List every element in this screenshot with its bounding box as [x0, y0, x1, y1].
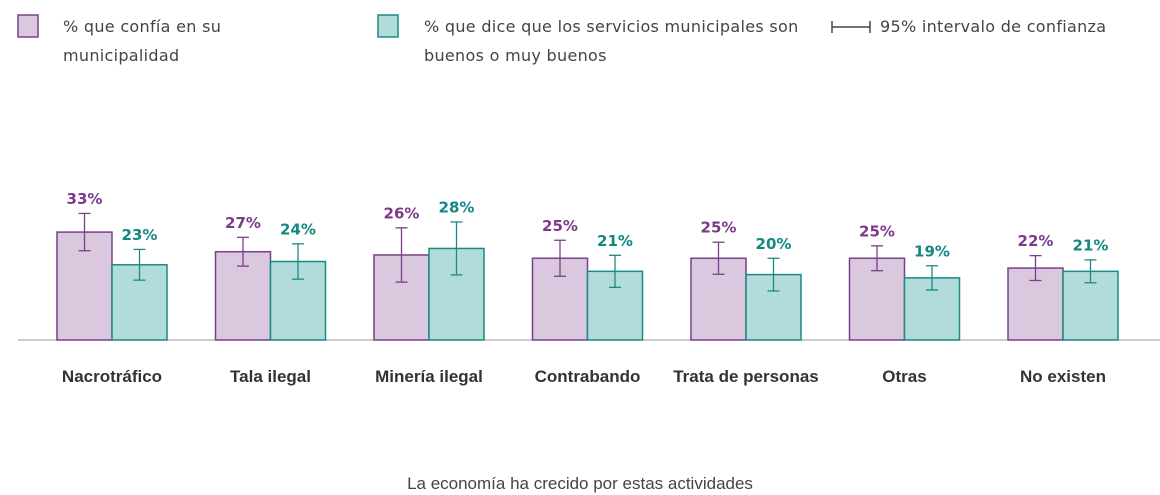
x-axis-label: La economía ha crecido por estas activid…: [407, 474, 753, 493]
legend-swatch: [377, 14, 399, 38]
data-label: 33%: [67, 190, 103, 208]
legend-swatch: [17, 14, 39, 38]
x-tick-label: Tala ilegal: [230, 367, 311, 386]
data-label: 28%: [439, 198, 475, 216]
data-label: 27%: [225, 214, 261, 232]
data-label: 25%: [542, 217, 578, 235]
data-label: 22%: [1018, 232, 1054, 250]
x-tick-label: Otras: [882, 367, 927, 386]
x-tick-label: Contrabando: [534, 367, 641, 386]
data-label: 23%: [122, 226, 158, 244]
data-label: 25%: [859, 222, 895, 240]
data-label: 20%: [756, 235, 792, 253]
bar: [214, 250, 272, 341]
x-tick-label: Minería ilegal: [375, 367, 483, 386]
ci-label: 95% intervalo de confianza: [880, 17, 1107, 36]
data-label: 24%: [280, 220, 316, 238]
bar: [848, 257, 906, 341]
data-label: 21%: [1073, 236, 1109, 254]
legend-label: % que confía en su municipalidad: [63, 17, 222, 65]
data-label: 26%: [384, 204, 420, 222]
legend-label: % que dice que los servicios municipales…: [424, 17, 799, 65]
data-label: 25%: [701, 219, 737, 237]
x-tick-label: Trata de personas: [673, 367, 819, 386]
ci-icon: [831, 21, 871, 33]
x-tick-label: Nacrotráfico: [61, 367, 163, 386]
data-label: 19%: [914, 242, 950, 260]
data-label: 21%: [597, 232, 633, 250]
x-tick-label: No existen: [1020, 367, 1106, 386]
